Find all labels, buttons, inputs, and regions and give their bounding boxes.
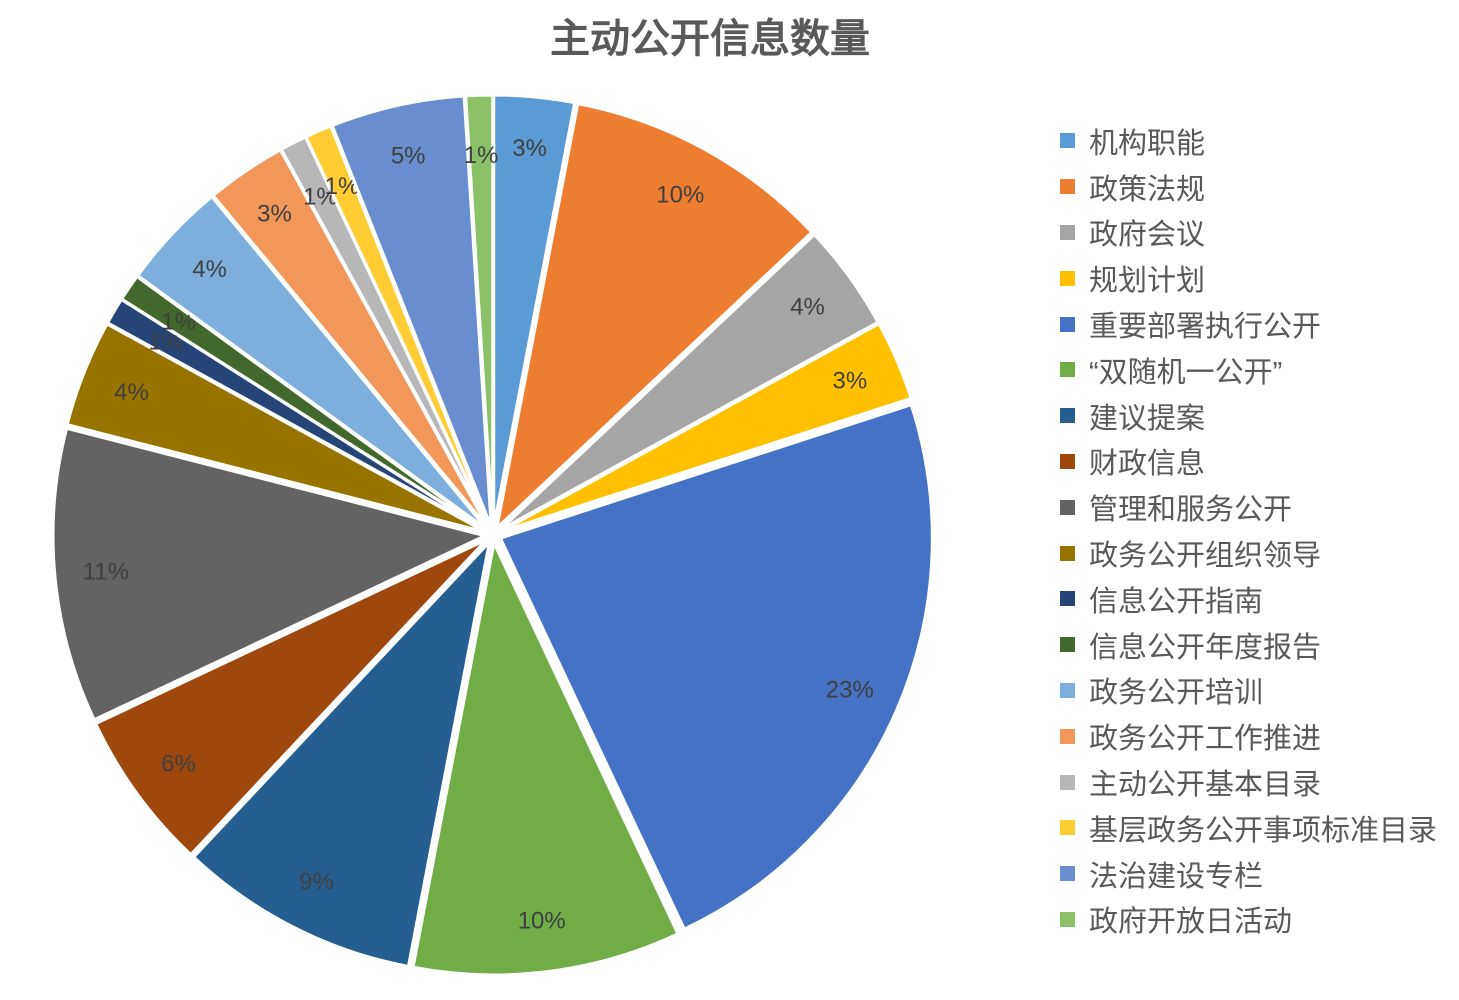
data-label: 3% — [512, 135, 547, 162]
legend-item: 规划计划 — [1060, 255, 1437, 301]
legend-swatch — [1060, 545, 1075, 561]
legend-label: 管理和服务公开 — [1089, 494, 1293, 527]
legend-swatch — [1060, 179, 1075, 195]
legend-item: 重要部署执行公开 — [1060, 301, 1437, 347]
legend-swatch — [1060, 499, 1075, 515]
data-label: 4% — [192, 256, 227, 283]
pie-slice — [135, 194, 489, 531]
data-label: 6% — [161, 751, 196, 778]
legend-swatch — [1060, 774, 1075, 790]
pie-slice — [411, 538, 680, 977]
legend-label: 机构职能 — [1089, 127, 1206, 160]
legend-item: 政务公开培训 — [1060, 668, 1437, 714]
legend-item: 财政信息 — [1060, 439, 1437, 485]
legend-swatch — [1060, 453, 1075, 469]
legend-label: 主动公开基本目录 — [1089, 769, 1322, 802]
pie-slice — [330, 94, 493, 528]
legend-label: 政务公开工作推进 — [1089, 723, 1322, 756]
legend-label: 财政信息 — [1089, 448, 1206, 481]
data-label: 10% — [518, 908, 566, 935]
pie-slice — [93, 538, 488, 857]
legend-item: 基层政务公开事项标准目录 — [1060, 805, 1437, 851]
data-label: 4% — [790, 293, 825, 320]
legend-item: 政府会议 — [1060, 210, 1437, 256]
data-label: 1% — [464, 142, 499, 169]
pie-slice — [464, 93, 495, 528]
legend-label: 政策法规 — [1089, 173, 1206, 206]
chart-title: 主动公开信息数量 — [550, 15, 870, 62]
pie-slice — [499, 321, 914, 534]
legend-item: 信息公开指南 — [1060, 576, 1437, 622]
data-label: 11% — [83, 559, 129, 586]
data-label: 3% — [257, 200, 292, 227]
legend-label: 信息公开指南 — [1089, 585, 1264, 618]
legend-swatch — [1060, 408, 1075, 424]
legend: 机构职能政策法规政府会议规划计划重要部署执行公开 “双随机一公开” 建议提案财政信息… — [1060, 118, 1437, 942]
legend-item: 机构职能 — [1060, 118, 1437, 164]
legend-label: “双随机一公开” — [1089, 356, 1283, 389]
data-label: 4% — [114, 379, 149, 406]
legend-item: 信息公开年度报告 — [1060, 622, 1437, 668]
pie-slice — [191, 537, 492, 969]
pie-chart: 3%10%4%3%23%10%9%6%11%4%1%1%4%3%1%1%5% 1% — [51, 93, 934, 977]
legend-item: 政务公开工作推进 — [1060, 713, 1437, 759]
legend-item: 政务公开组织领导 — [1060, 530, 1437, 576]
legend-item: 管理和服务公开 — [1060, 484, 1437, 530]
legend-label: 基层政务公开事项标准目录 — [1089, 814, 1438, 847]
legend-label: 法治建设专栏 — [1089, 860, 1264, 893]
data-label: 23% — [826, 676, 874, 703]
legend-label: 政务公开培训 — [1089, 677, 1264, 710]
legend-item: 建议提案 — [1060, 393, 1437, 439]
legend-label: 政务公开组织领导 — [1089, 540, 1322, 573]
data-label: 5% — [391, 143, 426, 170]
legend-label: 规划计划 — [1089, 265, 1206, 298]
legend-label: 重要部署执行公开 — [1089, 311, 1322, 344]
legend-swatch — [1060, 866, 1075, 882]
legend-swatch — [1060, 316, 1075, 332]
pie-slice — [494, 101, 814, 533]
pie-slice — [303, 124, 492, 529]
legend-item: “双随机一公开” — [1060, 347, 1437, 393]
legend-swatch — [1060, 224, 1075, 240]
legend-label: 政府开放日活动 — [1089, 906, 1293, 939]
legend-label: 政府会议 — [1089, 219, 1206, 252]
legend-swatch — [1060, 133, 1075, 149]
pie-slice — [51, 426, 490, 722]
pie-slice — [498, 232, 881, 532]
legend-swatch — [1060, 728, 1075, 744]
legend-swatch — [1060, 362, 1075, 378]
legend-label: 建议提案 — [1089, 402, 1206, 435]
legend-label: 信息公开年度报告 — [1089, 631, 1322, 664]
legend-swatch — [1060, 591, 1075, 607]
legend-swatch — [1060, 682, 1075, 698]
legend-item: 法治建设专栏 — [1060, 851, 1437, 897]
data-label: 10% — [656, 181, 704, 208]
legend-swatch — [1060, 637, 1075, 653]
legend-item: 主动公开基本目录 — [1060, 759, 1437, 805]
legend-swatch — [1060, 911, 1075, 927]
legend-swatch — [1060, 820, 1075, 836]
legend-swatch — [1060, 270, 1075, 286]
legend-item: 政府开放日活动 — [1060, 897, 1437, 943]
data-label: 3% — [832, 368, 867, 395]
pie-slice — [498, 402, 934, 932]
data-label: 9% — [299, 868, 334, 895]
legend-item: 政策法规 — [1060, 164, 1437, 210]
